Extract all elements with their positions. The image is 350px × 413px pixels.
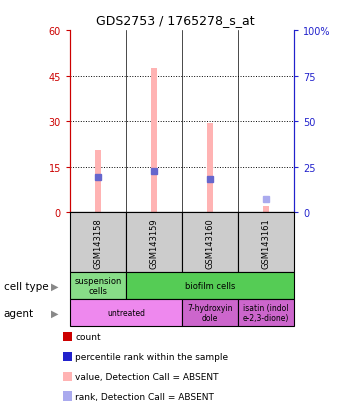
- Text: percentile rank within the sample: percentile rank within the sample: [75, 352, 228, 361]
- Text: agent: agent: [4, 308, 34, 318]
- Text: value, Detection Call = ABSENT: value, Detection Call = ABSENT: [75, 372, 219, 381]
- Bar: [206, 123, 214, 213]
- Text: biofilm cells: biofilm cells: [185, 282, 235, 290]
- Text: ▶: ▶: [50, 308, 58, 318]
- Bar: [150, 69, 158, 213]
- Text: rank, Detection Call = ABSENT: rank, Detection Call = ABSENT: [75, 392, 214, 401]
- Text: GSM143160: GSM143160: [205, 217, 215, 268]
- Bar: [94, 151, 101, 213]
- Text: cell type: cell type: [4, 281, 48, 291]
- Text: untreated: untreated: [107, 309, 145, 317]
- Text: ▶: ▶: [50, 281, 58, 291]
- Text: count: count: [75, 332, 101, 341]
- Text: suspension
cells: suspension cells: [74, 276, 122, 296]
- Text: 7-hydroxyin
dole: 7-hydroxyin dole: [187, 303, 233, 323]
- Bar: [262, 206, 270, 213]
- Text: isatin (indol
e-2,3-dione): isatin (indol e-2,3-dione): [243, 303, 289, 323]
- Text: GSM143158: GSM143158: [93, 217, 103, 268]
- Text: GSM143159: GSM143159: [149, 217, 159, 268]
- Text: GSM143161: GSM143161: [261, 217, 271, 268]
- Text: GDS2753 / 1765278_s_at: GDS2753 / 1765278_s_at: [96, 14, 254, 27]
